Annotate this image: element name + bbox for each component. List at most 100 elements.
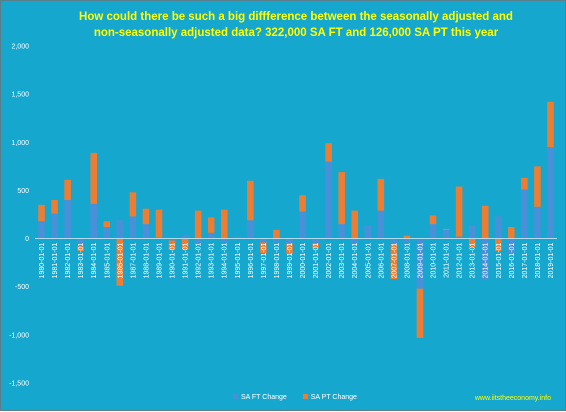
bar-pt <box>220 209 228 239</box>
bar-pt <box>377 178 385 211</box>
bar-ft <box>64 200 71 239</box>
chart-title: How could there be such a big diffferenc… <box>61 9 531 41</box>
y-tick-label: 2,000 <box>11 44 29 51</box>
x-tick-label: 1993-01-01 <box>209 242 216 278</box>
bar-pt <box>181 238 189 250</box>
y-tick-label: -1,500 <box>9 381 29 388</box>
bar-ft <box>260 238 267 243</box>
bar-ft <box>455 236 463 239</box>
x-tick-label: 1980-01-01 <box>39 242 46 278</box>
legend-label-ft: SA FT Change <box>241 394 287 401</box>
x-tick-label: 2004-01-01 <box>352 242 359 278</box>
bar-ft <box>168 238 176 241</box>
bar-ft <box>534 206 541 239</box>
bar-pt <box>325 143 332 162</box>
bar-pt <box>299 195 306 212</box>
x-tick-label: 1991-01-01 <box>183 242 190 278</box>
bar-pt <box>442 228 450 230</box>
bar-pt <box>51 200 58 214</box>
bar-ft <box>234 236 241 239</box>
bar-ft <box>468 225 476 239</box>
x-tick-label: 1996-01-01 <box>248 242 255 278</box>
bar-ft <box>247 220 254 239</box>
bar-pt <box>260 242 267 254</box>
bars <box>38 101 554 338</box>
x-tick-label: 1985-01-01 <box>104 242 111 278</box>
bar-ft <box>90 203 97 239</box>
x-tick-label: 2007-01-01 <box>391 242 398 278</box>
bar-pt <box>207 217 215 233</box>
bar-ft <box>116 220 124 239</box>
legend-item-ft: SA FT Change <box>233 394 287 401</box>
bar-pt <box>155 209 163 238</box>
bar-pt <box>77 246 84 252</box>
x-tick-label: 1988-01-01 <box>143 242 150 278</box>
x-tick-label: 2003-01-01 <box>339 242 346 278</box>
x-tick-label: 1997-01-01 <box>261 242 268 278</box>
bar-ft <box>194 238 202 244</box>
bar-pt <box>429 215 437 225</box>
bar-ft <box>155 237 163 239</box>
legend-label-pt: SA PT Change <box>310 394 357 401</box>
x-tick-label: 2014-01-01 <box>483 242 490 278</box>
x-tick-label: 2008-01-01 <box>404 242 411 278</box>
bar-ft <box>103 227 111 239</box>
chart-title-line-2: non-seasonally adjusted data? 322,000 SA… <box>93 27 499 39</box>
bar-ft <box>273 238 280 243</box>
x-tick-label: 2016-01-01 <box>509 242 516 278</box>
bar-pt <box>247 180 254 221</box>
bar-ft <box>521 189 528 239</box>
bar-ft <box>377 210 385 239</box>
x-tick-label: 2018-01-01 <box>535 242 542 278</box>
bar-ft <box>220 238 228 243</box>
bar-ft <box>129 216 137 239</box>
x-tick-label: 1987-01-01 <box>130 242 137 278</box>
y-tick-label: -500 <box>15 284 29 291</box>
bar-ft <box>495 216 502 239</box>
chart-title-line-1: How could there be such a big diffferenc… <box>79 11 513 23</box>
bar-pt <box>312 243 319 249</box>
bar-pt <box>90 152 97 204</box>
bar-ft <box>403 238 411 243</box>
bar-pt <box>390 244 398 280</box>
bar-pt <box>103 221 111 228</box>
bar-ft <box>442 229 450 239</box>
bar-ft <box>51 213 58 239</box>
x-tick-label: 2005-01-01 <box>365 242 372 278</box>
x-tick-label: 2010-01-01 <box>431 242 438 278</box>
x-tick-label: 1983-01-01 <box>78 242 85 278</box>
bar-ft <box>286 238 293 244</box>
x-tick-label: 1998-01-01 <box>274 242 281 278</box>
y-tick-label: 500 <box>17 188 29 195</box>
bar-pt <box>508 227 515 239</box>
x-tick-label: 2015-01-01 <box>496 242 503 278</box>
bar-ft <box>364 225 372 239</box>
bar-ft <box>338 224 345 239</box>
bar-pt <box>455 186 463 237</box>
x-tick-label: 2009-01-01 <box>417 242 424 278</box>
y-tick-label: 1,000 <box>11 140 29 147</box>
x-tick-label: 1981-01-01 <box>52 242 59 278</box>
x-axis: 1980-01-01 1981-01-01 1982-01-01 1983-01-01… <box>35 238 557 278</box>
source-label: www.iitstheeconomy.info <box>474 395 551 402</box>
y-tick-label: -1,000 <box>9 332 29 339</box>
bar-ft <box>481 238 489 280</box>
bar-pt <box>468 238 476 248</box>
bar-pt <box>194 210 202 239</box>
y-tick-label: 1,500 <box>11 92 29 99</box>
bar-ft <box>429 224 437 239</box>
x-tick-label: 1984-01-01 <box>91 242 98 278</box>
bar-ft <box>312 238 319 244</box>
x-tick-label: 2017-01-01 <box>522 242 529 278</box>
x-tick-label: 2000-01-01 <box>300 242 307 278</box>
bar-pt <box>129 192 137 217</box>
bar-ft <box>390 238 398 245</box>
x-tick-label: 2012-01-01 <box>457 242 464 278</box>
x-tick-label: 2011-01-01 <box>444 242 451 277</box>
x-tick-label: 1992-01-01 <box>196 242 203 278</box>
legend: SA FT Change SA PT Change <box>233 394 371 401</box>
bar-pt <box>273 229 280 239</box>
x-tick-label: 2006-01-01 <box>378 242 385 278</box>
x-tick-label: 2019-01-01 <box>548 242 555 278</box>
